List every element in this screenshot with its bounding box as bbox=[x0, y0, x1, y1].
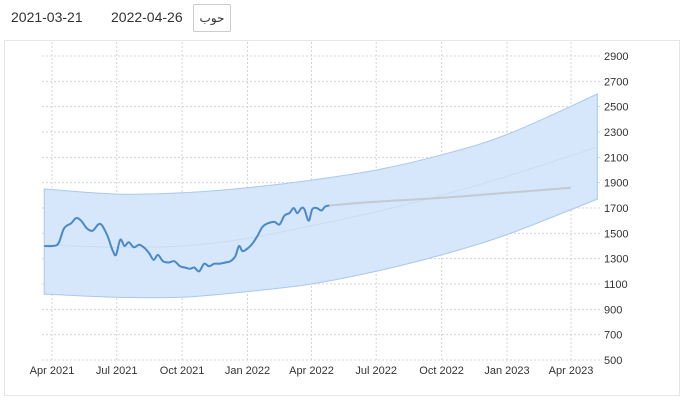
x-tick-label: Jan 2022 bbox=[225, 365, 270, 377]
x-tick-label: Jul 2021 bbox=[96, 365, 138, 377]
y-tick-label: 2500 bbox=[604, 102, 628, 114]
y-tick-label: 2700 bbox=[604, 76, 628, 88]
y-tick-label: 2300 bbox=[604, 127, 628, 139]
y-tick-label: 1900 bbox=[604, 178, 628, 190]
y-tick-label: 2100 bbox=[604, 152, 628, 164]
x-tick-label: Apr 2022 bbox=[289, 365, 334, 377]
y-tick-label: 1300 bbox=[604, 254, 628, 266]
y-axis-ticks: 500 700 900 1100 1300 1500 1700 1900 2100 2300 250… bbox=[604, 51, 628, 367]
y-tick-label: 1100 bbox=[604, 279, 628, 291]
date-range-controls: حوب bbox=[0, 0, 686, 34]
trend-line bbox=[44, 146, 598, 248]
forecast-line bbox=[329, 186, 572, 207]
confidence-band bbox=[43, 93, 598, 299]
y-tick-label: 900 bbox=[604, 304, 622, 316]
go-button[interactable]: حوب bbox=[193, 4, 231, 32]
end-date-input[interactable] bbox=[102, 4, 192, 30]
price-line bbox=[44, 204, 330, 273]
y-tick-label: 500 bbox=[604, 355, 622, 367]
x-tick-label: Jul 2022 bbox=[355, 365, 397, 377]
x-tick-label: Apr 2021 bbox=[30, 365, 75, 377]
x-axis-ticks: Apr 2021 Jul 2021 Oct 2021 Jan 2022 Apr 2022… bbox=[30, 365, 594, 377]
x-tick-label: Oct 2022 bbox=[419, 365, 464, 377]
x-tick-label: Oct 2021 bbox=[160, 365, 205, 377]
y-tick-label: 1700 bbox=[604, 203, 628, 215]
x-tick-label: Jan 2023 bbox=[484, 365, 529, 377]
y-tick-label: 700 bbox=[604, 330, 622, 342]
y-tick-label: 2900 bbox=[604, 51, 628, 63]
x-tick-label: Apr 2023 bbox=[549, 365, 594, 377]
start-date-input[interactable] bbox=[2, 4, 96, 30]
y-tick-label: 1500 bbox=[604, 228, 628, 240]
